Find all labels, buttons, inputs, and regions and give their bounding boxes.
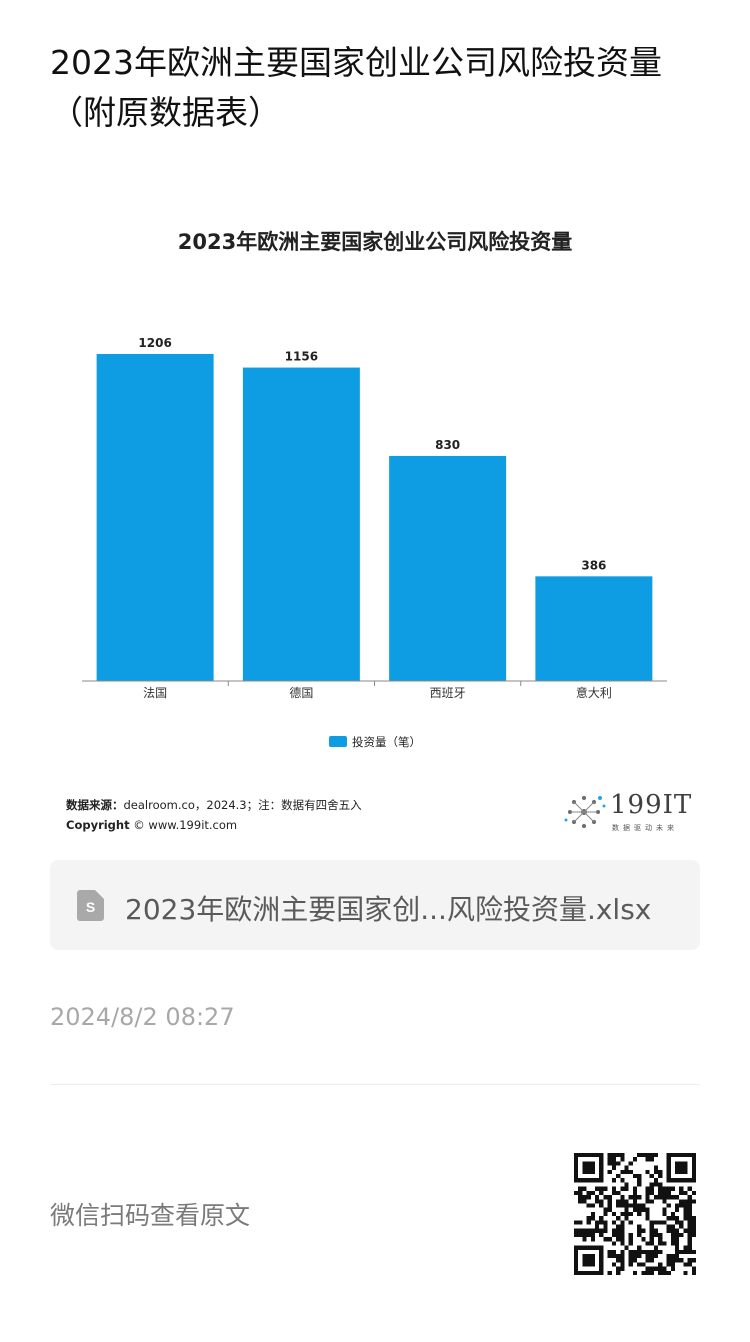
divider <box>50 1084 700 1085</box>
bar-value-label: 1206 <box>138 336 171 350</box>
qr-code-icon[interactable] <box>574 1153 696 1275</box>
file-icon-letter: S <box>86 899 95 915</box>
chart-image: 2023年欧洲主要国家创业公司风险投资量 1206 法国 1156 德国 830 西班牙 3… <box>50 200 700 845</box>
legend-label: 投资量（笔） <box>352 735 421 749</box>
bar-value-label: 1156 <box>285 350 318 364</box>
chart-title: 2023年欧洲主要国家创业公司风险投资量 <box>177 230 573 254</box>
bar-value-label: 386 <box>581 558 606 572</box>
x-tick-label: 西班牙 <box>430 686 466 700</box>
x-tick-label: 法国 <box>143 686 167 700</box>
chart-legend: 投资量（笔） <box>329 735 421 749</box>
logo-text: 199IT <box>610 790 693 820</box>
chart-source: 数据来源：dealroom.co，2024.3；注：数据有四舍五入 Copyri… <box>66 795 362 835</box>
bar-value-label: 830 <box>435 438 460 452</box>
page-title: 2023年欧洲主要国家创业公司风险投资量（附原数据表） <box>50 43 662 132</box>
source-text: dealroom.co，2024.3；注：数据有四舍五入 <box>123 798 362 812</box>
attachment-file-card[interactable]: S 2023年欧洲主要国家创...风险投资量.xlsx <box>50 860 700 950</box>
spreadsheet-file-icon: S <box>77 890 104 921</box>
x-tick-label: 意大利 <box>576 685 612 700</box>
brand-logo: 199IT 数据驱动未来 <box>560 790 693 834</box>
bar-2 <box>389 455 507 681</box>
attachment-file-name[interactable]: 2023年欧洲主要国家创...风险投资量.xlsx <box>125 893 652 926</box>
bar-3 <box>535 576 653 681</box>
logo-subtitle: 数据驱动未来 <box>612 824 678 832</box>
bar-0 <box>96 354 214 681</box>
copyright-text: © www.199it.com <box>133 818 238 832</box>
copyright-label: Copyright <box>66 818 130 832</box>
dandelion-logo-icon <box>564 796 606 828</box>
x-tick-label: 德国 <box>289 685 313 700</box>
source-label: 数据来源： <box>66 798 124 812</box>
bar-1 <box>242 367 360 681</box>
qr-hint-text: 微信扫码查看原文 <box>50 1201 251 1230</box>
publish-timestamp: 2024/8/2 08:27 <box>50 1003 235 1031</box>
legend-swatch <box>329 736 347 747</box>
